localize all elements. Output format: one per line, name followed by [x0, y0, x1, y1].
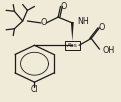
Text: NH: NH — [77, 17, 89, 27]
Text: Abs: Abs — [67, 43, 78, 48]
Polygon shape — [71, 22, 74, 41]
Text: Cl: Cl — [31, 85, 38, 94]
Text: OH: OH — [102, 46, 114, 55]
Text: O: O — [61, 2, 67, 11]
Text: O: O — [98, 23, 104, 32]
FancyBboxPatch shape — [65, 41, 80, 50]
Text: O: O — [41, 18, 47, 27]
